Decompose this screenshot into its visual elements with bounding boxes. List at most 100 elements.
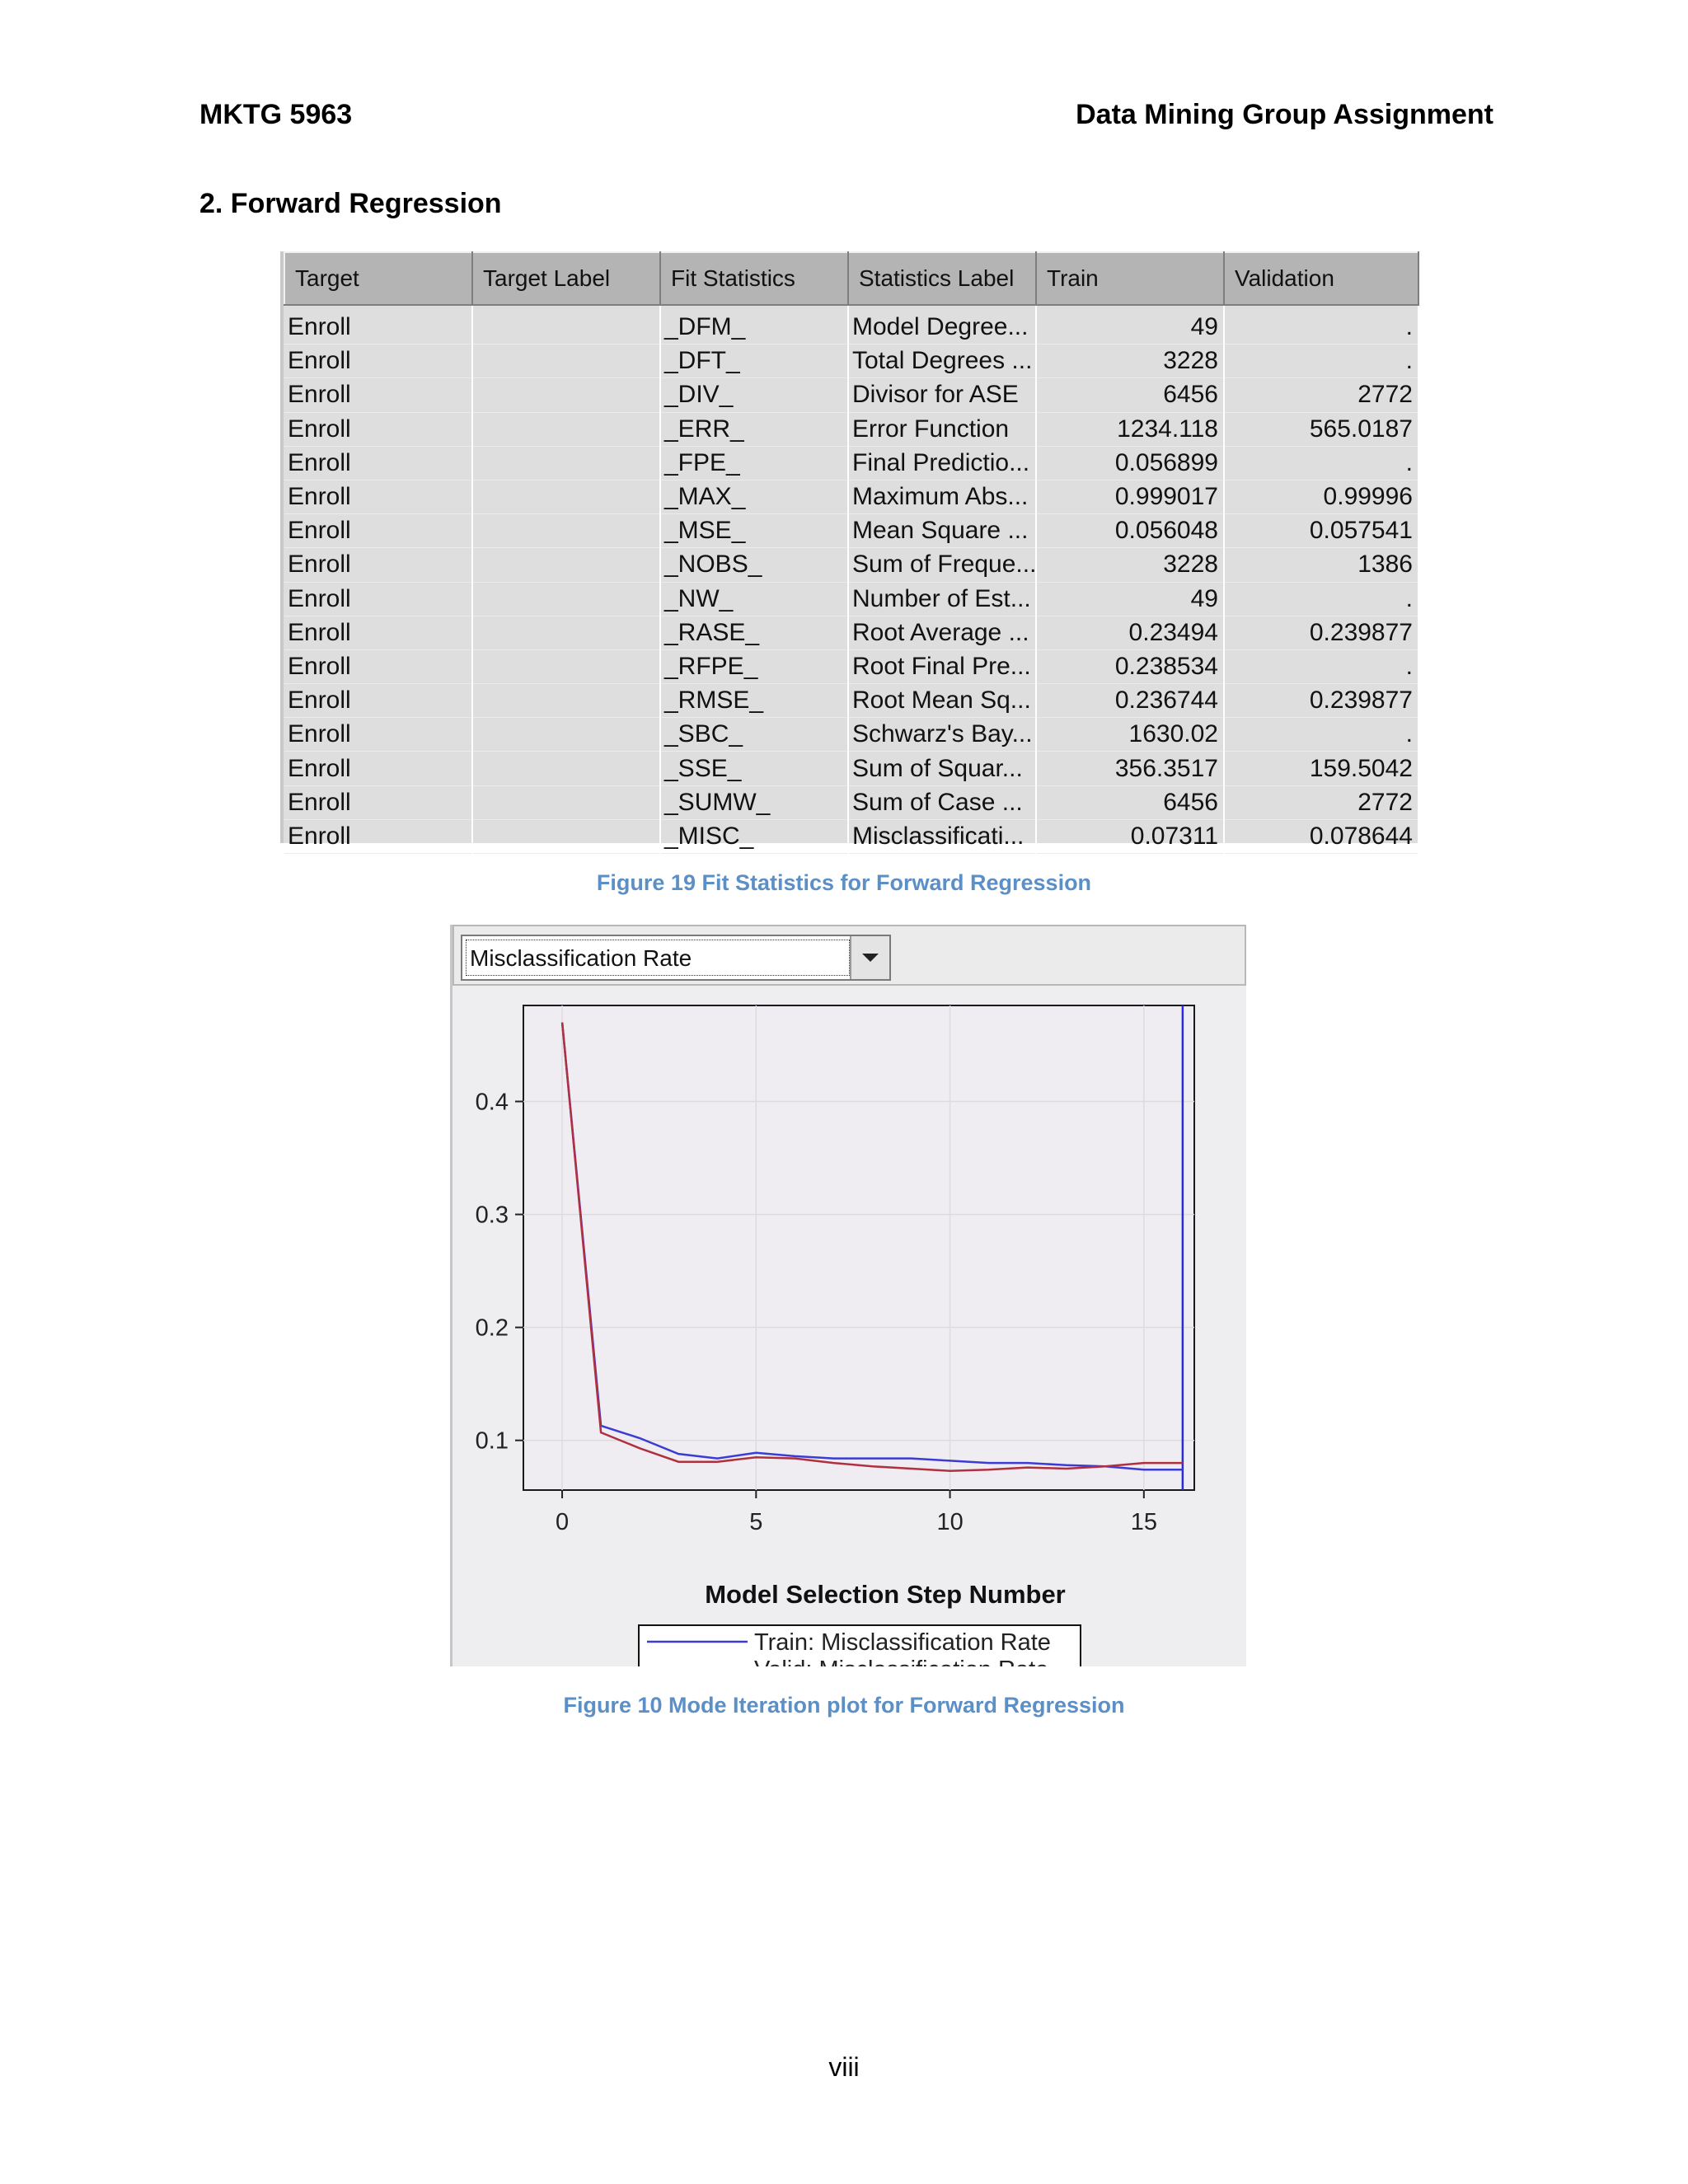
column-header-target-label[interactable]: Target Label: [471, 251, 661, 306]
cell-train: 6456: [1036, 785, 1225, 820]
cell-fit-statistic: _SBC_: [660, 717, 849, 752]
column-header-train[interactable]: Train: [1035, 251, 1225, 306]
column-header-fit-statistics[interactable]: Fit Statistics: [659, 251, 849, 306]
document-title: Data Mining Group Assignment: [1076, 99, 1493, 130]
cell-train: 3228: [1036, 547, 1225, 583]
chevron-down-icon: [862, 954, 879, 962]
cell-target: Enroll: [284, 819, 473, 855]
cell-validation: 0.057541: [1224, 513, 1419, 549]
plot-area: [523, 1005, 1195, 1491]
legend-entry: Valid: Misclassification Rate: [754, 1657, 1048, 1666]
table-row[interactable]: Enroll _MISC_ Misclassificati... 0.07311 0.0…: [284, 819, 1419, 855]
cell-target: Enroll: [284, 582, 473, 616]
cell-validation: 159.5042: [1224, 751, 1419, 786]
cell-statistics-label: Maximum Abs...: [848, 480, 1037, 515]
x-tick-label: 5: [749, 1509, 762, 1535]
legend-box: [638, 1624, 1081, 1666]
cell-statistics-label: Final Predictio...: [848, 446, 1037, 480]
cell-target-label: [472, 377, 661, 413]
cell-statistics-label: Sum of Freque...: [848, 547, 1037, 583]
cell-target-label: [472, 683, 661, 719]
cell-train: 0.236744: [1036, 683, 1225, 719]
cell-target: Enroll: [284, 377, 473, 413]
cell-train: 6456: [1036, 377, 1225, 413]
table-row[interactable]: Enroll _FPE_ Final Predictio... 0.056899.: [284, 446, 1419, 480]
cell-target-label: [472, 819, 661, 855]
cell-train: 49: [1036, 305, 1225, 345]
train-misclassification-line: [560, 1022, 1183, 1471]
y-tick-label: 0.3: [476, 1202, 509, 1229]
table-row[interactable]: Enroll _RFPE_ Root Final Pre... 0.238534.: [284, 649, 1419, 685]
chart-legend: Train: Misclassification RateValid: Misc…: [638, 1624, 1081, 1666]
cell-target-label: [472, 412, 661, 447]
cell-fit-statistic: _RFPE_: [660, 649, 849, 685]
cell-validation: 2772: [1224, 377, 1419, 413]
table-row[interactable]: Enroll _DFT_ Total Degrees ... 3228.: [284, 344, 1419, 379]
cell-target-label: [472, 547, 661, 583]
y-tick-label: 0.2: [476, 1315, 509, 1342]
cell-train: 0.056048: [1036, 513, 1225, 549]
table-row[interactable]: Enroll _MSE_ Mean Square ... 0.056048 0.0575…: [284, 513, 1419, 549]
table-row[interactable]: Enroll _RASE_ Root Average ... 0.23494 0.239…: [284, 616, 1419, 650]
statistic-dropdown-value[interactable]: Misclassification Rate: [466, 940, 850, 976]
table-row[interactable]: Enroll _SUMW_ Sum of Case ... 6456 2772: [284, 785, 1419, 820]
table-row[interactable]: Enroll _NW_ Number of Est... 49.: [284, 582, 1419, 616]
cell-target-label: [472, 344, 661, 379]
table-header-row: Target Target Label Fit Statistics Stati…: [284, 251, 1419, 306]
cell-statistics-label: Sum of Case ...: [848, 785, 1037, 820]
cell-fit-statistic: _MISC_: [660, 819, 849, 855]
legend-entry: Train: Misclassification Rate: [754, 1629, 1051, 1656]
cell-target-label: [472, 446, 661, 480]
cell-target: Enroll: [284, 785, 473, 820]
dropdown-button[interactable]: [850, 936, 889, 979]
cell-train: 0.056899: [1036, 446, 1225, 480]
plot-toolbar: Misclassification Rate: [452, 925, 1246, 986]
cell-target-label: [472, 751, 661, 786]
cell-target: Enroll: [284, 616, 473, 650]
cell-target: Enroll: [284, 446, 473, 480]
column-header-target[interactable]: Target: [284, 251, 473, 306]
cell-target: Enroll: [284, 513, 473, 549]
fit-statistics-table: Target Target Label Fit Statistics Stati…: [280, 251, 1419, 855]
cell-target-label: [472, 305, 661, 345]
table-row[interactable]: Enroll _ERR_ Error Function 1234.118 565.018…: [284, 412, 1419, 447]
cell-fit-statistic: _ERR_: [660, 412, 849, 447]
table-row[interactable]: Enroll _DFM_ Model Degree... 49.: [284, 305, 1419, 345]
cell-statistics-label: Root Final Pre...: [848, 649, 1037, 685]
column-header-statistics-label[interactable]: Statistics Label: [847, 251, 1037, 306]
section-title: 2. Forward Regression: [199, 188, 502, 219]
cell-validation: .: [1224, 344, 1419, 379]
cell-target: Enroll: [284, 751, 473, 786]
cell-fit-statistic: _SUMW_: [660, 785, 849, 820]
table-row[interactable]: Enroll _NOBS_ Sum of Freque... 3228 1386: [284, 547, 1419, 583]
statistic-dropdown[interactable]: Misclassification Rate: [461, 935, 891, 981]
table-row[interactable]: Enroll _MAX_ Maximum Abs... 0.999017 0.99996: [284, 480, 1419, 515]
table-row[interactable]: Enroll _SSE_ Sum of Squar... 356.3517 159.50…: [284, 751, 1419, 786]
cell-validation: .: [1224, 649, 1419, 685]
cell-train: 0.23494: [1036, 616, 1225, 650]
cell-fit-statistic: _RMSE_: [660, 683, 849, 719]
cell-validation: .: [1224, 305, 1419, 345]
cell-statistics-label: Divisor for ASE: [848, 377, 1037, 413]
iteration-plot-window: Misclassification Rate 0 5 10 15 0.1 0.2 0.3 0.…: [450, 925, 1246, 1666]
cell-fit-statistic: _SSE_: [660, 751, 849, 786]
cell-statistics-label: Misclassificati...: [848, 819, 1037, 855]
x-tick-label: 10: [936, 1509, 963, 1535]
table-row[interactable]: Enroll _SBC_ Schwarz's Bay... 1630.02.: [284, 717, 1419, 752]
figure-caption-fit-statistics: Figure 19 Fit Statistics for Forward Reg…: [596, 870, 1092, 895]
valid-misclassification-line: [560, 1022, 1183, 1472]
cell-target: Enroll: [284, 683, 473, 719]
cell-statistics-label: Root Average ...: [848, 616, 1037, 650]
cell-validation: 0.239877: [1224, 616, 1419, 650]
x-tick-label: 15: [1131, 1509, 1157, 1535]
column-header-validation[interactable]: Validation: [1223, 251, 1419, 306]
cell-target-label: [472, 513, 661, 549]
table-row[interactable]: Enroll _DIV_ Divisor for ASE 6456 2772: [284, 377, 1419, 413]
cell-fit-statistic: _NOBS_: [660, 547, 849, 583]
cell-fit-statistic: _DFM_: [660, 305, 849, 345]
table-row[interactable]: Enroll _RMSE_ Root Mean Sq... 0.236744 0.239…: [284, 683, 1419, 719]
cell-validation: .: [1224, 446, 1419, 480]
cell-target: Enroll: [284, 547, 473, 583]
cell-train: 1630.02: [1036, 717, 1225, 752]
cell-fit-statistic: _MSE_: [660, 513, 849, 549]
